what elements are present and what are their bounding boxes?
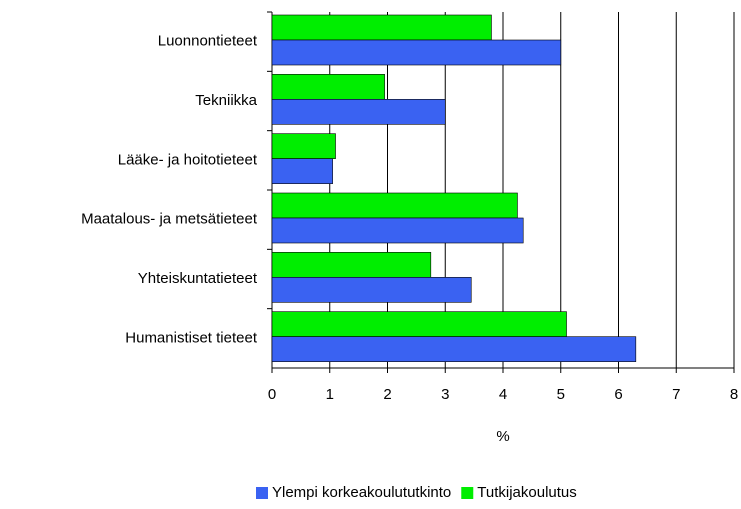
x-tick-label: 4 [499, 386, 507, 403]
bar [271, 192, 518, 219]
y-tick-label: Humanistiset tieteet [125, 329, 258, 346]
x-tick-label: 1 [326, 386, 334, 403]
bar [271, 217, 524, 244]
legend-label: Ylempi korkeakoulututkinto [272, 484, 451, 501]
legend-swatch [256, 487, 268, 499]
bar [271, 158, 333, 184]
bar [271, 277, 472, 303]
y-tick-label: Yhteiskuntatieteet [138, 270, 258, 287]
bar [271, 39, 562, 66]
bar [271, 99, 446, 125]
x-tick-label: 0 [268, 386, 276, 403]
x-tick-label: 5 [557, 386, 565, 403]
x-tick-label: 6 [614, 386, 622, 403]
bar [271, 252, 432, 278]
bar [271, 133, 336, 159]
y-tick-label: Lääke- ja hoitotieteet [118, 151, 258, 168]
x-tick-label: 2 [383, 386, 391, 403]
x-tick-label: 7 [672, 386, 680, 403]
x-axis-label: % [496, 428, 509, 445]
x-tick-label: 3 [441, 386, 449, 403]
legend-swatch [461, 487, 474, 499]
bar [271, 311, 567, 337]
bar [271, 74, 385, 100]
bar [271, 14, 492, 41]
y-tick-label: Tekniikka [195, 92, 257, 109]
y-tick-label: Maatalous- ja metsätieteet [81, 211, 258, 228]
x-tick-label: 8 [730, 386, 738, 403]
y-tick-label: Luonnontieteet [158, 33, 258, 50]
bar [271, 336, 637, 362]
legend-label: Tutkijakoulutus [477, 484, 577, 501]
